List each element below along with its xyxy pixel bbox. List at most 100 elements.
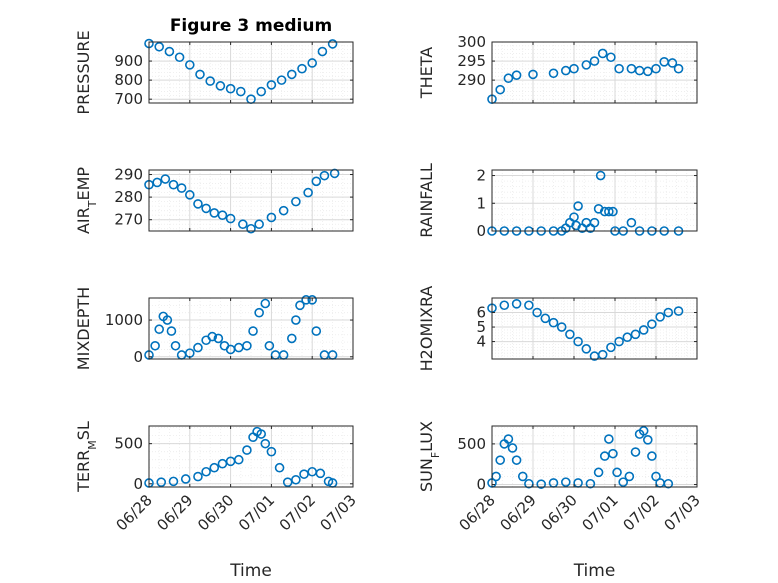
data-point [634,65,645,76]
data-point [238,219,248,230]
y-axis-label: AIRTEMP [74,167,99,234]
data-point [573,336,583,347]
data-point [608,448,618,459]
data-point [317,46,328,57]
x-tick-label: 07/03 [317,491,360,534]
y-tick-label: 295 [457,52,486,70]
data-point [301,295,311,305]
data-point [225,213,236,224]
data-point [174,52,185,63]
data-point [193,342,203,353]
y-axis-label: TERRMSL [74,421,99,493]
subplot-5: 0 1000 MIXDEPTH [74,287,354,370]
data-point [246,223,256,234]
data-point [589,217,600,228]
data-point [638,426,649,436]
data-point [307,58,318,68]
data-point [168,476,179,487]
data-point [655,312,665,322]
data-point [608,206,618,217]
data-point [170,340,181,351]
data-point [651,63,661,74]
data-point [556,322,567,332]
data-point [606,342,616,353]
data-point [160,174,171,184]
data-point [311,326,322,336]
y-axis-label: MIXDEPTH [74,287,93,370]
data-point [307,295,318,305]
data-point [217,210,228,220]
y-tick-label: 0 [133,475,143,493]
subplot-6: 456 H2OMIXRA [417,286,698,372]
data-point [565,329,575,340]
data-point [248,432,258,443]
data-point [573,201,583,211]
data-point [156,477,167,487]
data-point [270,350,281,360]
y-tick-label: 300 [457,33,486,51]
data-point [264,340,275,351]
y-tick-label: 500 [114,435,143,453]
data-point [507,443,518,453]
y-tick-label: 6 [476,304,486,322]
data-point [626,63,637,74]
data-point [254,307,264,318]
data-point [511,70,522,80]
y-tick-label: 270 [114,211,143,229]
data-point [536,479,547,489]
data-point [168,179,179,190]
axes-box [491,169,698,232]
data-point [663,478,674,489]
data-point [581,344,592,354]
data-point [185,190,195,200]
data-point [597,349,608,360]
data-point [655,478,665,488]
data-point [319,350,330,360]
data-point [569,63,579,74]
y-tick-label: 280 [114,188,143,206]
data-point [667,58,678,68]
y-tick-label: 4 [476,333,486,351]
data-point [589,56,600,66]
data-point [166,326,177,336]
data-point [291,315,301,325]
data-point [282,477,293,487]
data-point [630,329,641,340]
data-point [201,203,211,214]
y-axis-label: THETA [417,47,436,99]
data-point [638,325,649,335]
data-point [164,46,175,57]
data-point [604,434,614,444]
data-point [540,313,551,324]
data-point [503,73,514,84]
data-point [651,471,661,482]
data-point [295,300,305,311]
data-point [303,187,313,198]
x-tick-label: 06/30 [194,491,237,534]
data-point [266,80,277,90]
data-point [612,467,622,478]
data-point [274,462,285,473]
y-axis-label: H2OMIXRA [417,286,436,372]
data-point [647,319,657,329]
axes-box [148,425,354,488]
data-point [597,48,608,59]
data-point [242,340,252,351]
data-point [154,324,164,335]
data-point [193,471,203,482]
y-axis-label: SUNFLUX [417,421,442,492]
data-point [622,332,633,343]
data-point [673,306,684,316]
axes-box [491,41,698,104]
data-point [311,176,322,187]
data-point [278,205,289,216]
data-point [201,466,211,477]
data-point [511,299,522,309]
data-point [209,208,220,218]
data-point [642,435,653,445]
y-tick-label: 700 [114,90,143,108]
